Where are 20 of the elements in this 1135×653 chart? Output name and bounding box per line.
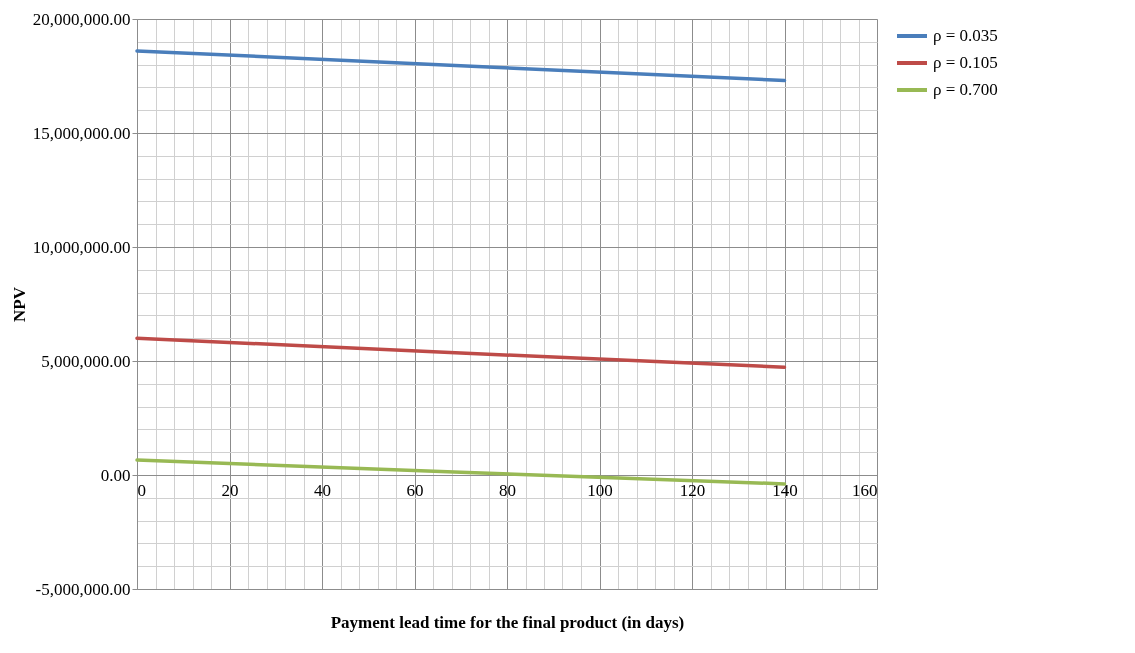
x-tick-label: 60: [406, 480, 424, 500]
legend-label: ρ = 0.035: [933, 26, 998, 45]
x-tick-label: 100: [587, 480, 613, 500]
x-tick-label: 0: [137, 480, 146, 500]
y-tick-label: -5,000,000.00: [35, 579, 131, 599]
legend-label: ρ = 0.105: [933, 53, 998, 72]
y-tick-label: 0.00: [100, 465, 131, 485]
x-tick-label: 40: [314, 480, 331, 500]
x-axis-title: Payment lead time for the final product (in days): [330, 612, 685, 632]
y-tick-label: 20,000,000.00: [32, 9, 131, 29]
x-tick-label: 80: [499, 480, 516, 500]
y-tick-label: 15,000,000.00: [32, 123, 131, 143]
x-tick-label: 140: [772, 480, 798, 500]
x-tick-label: 120: [679, 480, 706, 500]
x-tick-label: 160: [852, 480, 878, 500]
x-tick-label: 20: [221, 480, 239, 500]
y-tick-label: 10,000,000.00: [32, 237, 131, 257]
y-axis-title: NPV: [9, 286, 29, 322]
legend-label: ρ = 0.700: [933, 80, 998, 99]
y-tick-label: 5,000,000.00: [41, 351, 131, 371]
